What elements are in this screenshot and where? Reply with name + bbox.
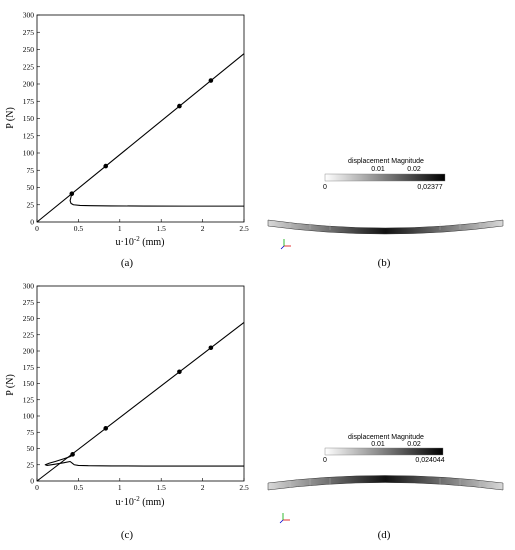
x-ticks-a: 0 0.5 1 1.5 2 2.5 <box>35 219 249 233</box>
x-tick-label: 2.5 <box>239 483 249 492</box>
data-point <box>103 163 109 169</box>
y-tick-label: 125 <box>23 395 35 404</box>
y-tick-label: 0 <box>30 218 34 227</box>
y-tick-label: 0 <box>30 477 34 486</box>
y-tick-label: 25 <box>27 460 35 469</box>
x-tick-label: 0 <box>35 224 39 233</box>
y-tick-label: 150 <box>23 379 35 388</box>
colorbar-d <box>324 447 444 456</box>
data-point <box>208 78 214 83</box>
y-ticks-c: 0 25 50 75 100 125 150 175 200 225 250 275 300 <box>23 282 40 486</box>
data-point <box>177 103 182 109</box>
caption-d: (d) <box>378 529 391 541</box>
series-line-1 <box>69 193 244 207</box>
y-tick-label: 75 <box>27 166 35 175</box>
y-tick-label: 75 <box>27 428 35 437</box>
y-tick-label: 50 <box>27 444 35 453</box>
colorbar-title-b: displacement Magnitude <box>348 158 424 165</box>
y-tick-label: 25 <box>27 200 35 209</box>
colorbar-max-d: 0,024044 <box>415 457 444 464</box>
colorbar-b <box>324 173 446 182</box>
colorbar-title-d: displacement Magnitude <box>348 434 424 441</box>
series-line-0 <box>36 53 245 223</box>
series-a <box>36 53 245 223</box>
y-tick-label: 50 <box>27 183 35 192</box>
y-tick-label: 125 <box>23 131 35 140</box>
y-tick-label: 200 <box>23 347 35 356</box>
axes-triad-icon <box>279 513 290 524</box>
colorbar-tick-d-2: 0.02 <box>407 441 421 448</box>
colorbar-min-d: 0 <box>323 457 327 464</box>
y-tick-label: 175 <box>23 363 35 372</box>
data-point <box>177 369 182 375</box>
y-axis-label-a: P (N) <box>5 107 16 129</box>
y-tick-label: 225 <box>23 330 35 339</box>
x-tick-label: 1 <box>118 224 122 233</box>
x-tick-label: 2 <box>201 224 205 233</box>
y-axis-label-c: P (N) <box>5 374 16 396</box>
y-tick-label: 300 <box>23 282 35 291</box>
colorbar-min-b: 0 <box>323 184 327 191</box>
data-point <box>70 452 75 457</box>
y-tick-label: 250 <box>23 45 35 54</box>
plot-frame-a <box>36 14 245 223</box>
x-axis-label-a: u·10-2 (mm) <box>116 235 165 248</box>
x-tick-label: 2.5 <box>239 224 249 233</box>
deformed-beam-d <box>267 475 504 491</box>
data-point <box>208 345 214 351</box>
caption-b: (b) <box>378 257 391 269</box>
series-line-1 <box>44 453 244 467</box>
deformed-beam-b <box>267 219 504 235</box>
colorbar-tick-d-1: 0.01 <box>371 441 385 448</box>
y-tick-label: 275 <box>23 28 35 37</box>
y-tick-label: 100 <box>23 149 35 158</box>
x-ticks-c: 0 0.5 1 1.5 2 2.5 <box>35 478 249 492</box>
beam-mesh-d <box>289 478 481 488</box>
x-tick-label: 1.5 <box>157 483 167 492</box>
axes-triad-icon <box>280 239 291 250</box>
x-tick-label: 1.5 <box>157 224 167 233</box>
panel-d: displacement Magnitude 0.01 0.02 0 0,024… <box>267 434 504 541</box>
y-tick-label: 300 <box>23 11 35 20</box>
y-tick-label: 150 <box>23 114 35 123</box>
colorbar-max-b: 0,02377 <box>417 184 442 191</box>
data-point <box>103 426 109 431</box>
y-tick-label: 250 <box>23 314 35 323</box>
caption-c: (c) <box>121 529 134 541</box>
y-tick-label: 100 <box>23 412 35 421</box>
x-tick-label: 0.5 <box>74 224 84 233</box>
x-axis-label-c: u·10-2 (mm) <box>116 495 165 508</box>
beam-mesh-b <box>289 221 481 230</box>
colorbar-tick-b-1: 0.01 <box>371 166 385 173</box>
y-tick-label: 200 <box>23 80 35 89</box>
x-tick-label: 2 <box>201 483 205 492</box>
y-tick-label: 225 <box>23 62 35 71</box>
x-tick-label: 0 <box>35 483 39 492</box>
x-tick-label: 1 <box>118 483 122 492</box>
data-point <box>69 191 75 197</box>
y-tick-label: 275 <box>23 298 35 307</box>
x-tick-label: 0.5 <box>74 483 84 492</box>
caption-a: (a) <box>121 257 134 269</box>
plot-frame-c <box>36 285 245 482</box>
y-ticks-a: 0 25 50 75 100 125 150 175 200 225 250 275 300 <box>23 11 40 227</box>
colorbar-tick-b-2: 0.02 <box>407 166 421 173</box>
series-c <box>36 321 245 482</box>
chart-a: 0 0.5 1 1.5 2 2.5 0 25 50 75 100 125 150 175 200 225 25… <box>5 11 249 270</box>
panel-b: displacement Magnitude 0.01 0.02 0 0,023… <box>267 158 504 269</box>
chart-c: 0 0.5 1 1.5 2 2.5 0 25 50 75 100 125 150 175 200 225 25… <box>5 282 249 542</box>
y-tick-label: 175 <box>23 97 35 106</box>
